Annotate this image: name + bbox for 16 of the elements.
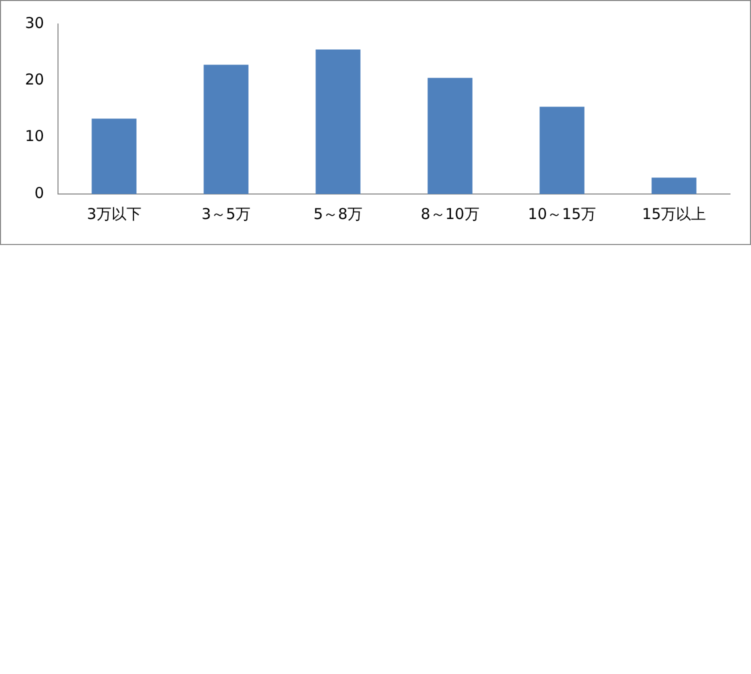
y-tick-label: 0 — [34, 184, 44, 202]
bar — [204, 64, 248, 194]
bar — [652, 178, 696, 194]
x-tick-label: 8～10万 — [420, 204, 480, 223]
y-tick-label: 30 — [24, 14, 44, 32]
bar — [92, 118, 136, 194]
x-tick-label: 3～5万 — [202, 204, 251, 223]
y-tick-label: 20 — [24, 70, 44, 89]
y-tick-label: 10 — [24, 127, 44, 146]
bar — [316, 50, 360, 194]
bar — [540, 106, 584, 194]
bar — [428, 78, 472, 194]
x-tick-label: 3万以下 — [86, 204, 142, 223]
x-tick-label: 5～8万 — [314, 204, 363, 223]
x-tick-label: 15万以上 — [642, 204, 706, 223]
x-tick-label: 10～15万 — [528, 204, 596, 223]
